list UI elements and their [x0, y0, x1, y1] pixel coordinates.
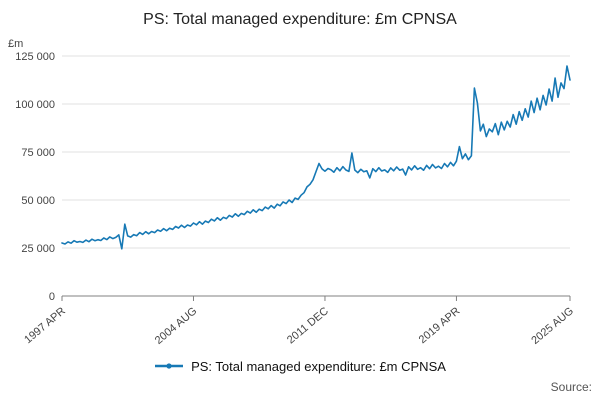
legend: PS: Total managed expenditure: £m CPNSA: [0, 354, 600, 378]
svg-text:50 000: 50 000: [21, 195, 55, 207]
source-label: Source:: [550, 380, 592, 394]
svg-text:125 000: 125 000: [15, 51, 55, 63]
legend-label: PS: Total managed expenditure: £m CPNSA: [191, 358, 446, 374]
svg-text:2019 APR: 2019 APR: [417, 305, 463, 346]
svg-text:75 000: 75 000: [21, 147, 55, 159]
svg-text:2025 AUG: 2025 AUG: [529, 305, 576, 347]
svg-text:2004 AUG: 2004 AUG: [153, 305, 200, 347]
svg-text:2011 DEC: 2011 DEC: [285, 305, 331, 346]
svg-text:1997 APR: 1997 APR: [22, 305, 68, 346]
svg-text:0: 0: [49, 291, 55, 303]
legend-line-marker-icon: [155, 363, 184, 369]
svg-text:£m: £m: [8, 38, 23, 50]
line-chart: 0 25 000 50 000 75 000 100 000 125 000£m 1997 …: [8, 38, 576, 347]
chart-title: PS: Total managed expenditure: £m CPNSA: [143, 11, 457, 28]
svg-text:100 000: 100 000: [15, 99, 55, 111]
svg-text:25 000: 25 000: [21, 243, 55, 255]
